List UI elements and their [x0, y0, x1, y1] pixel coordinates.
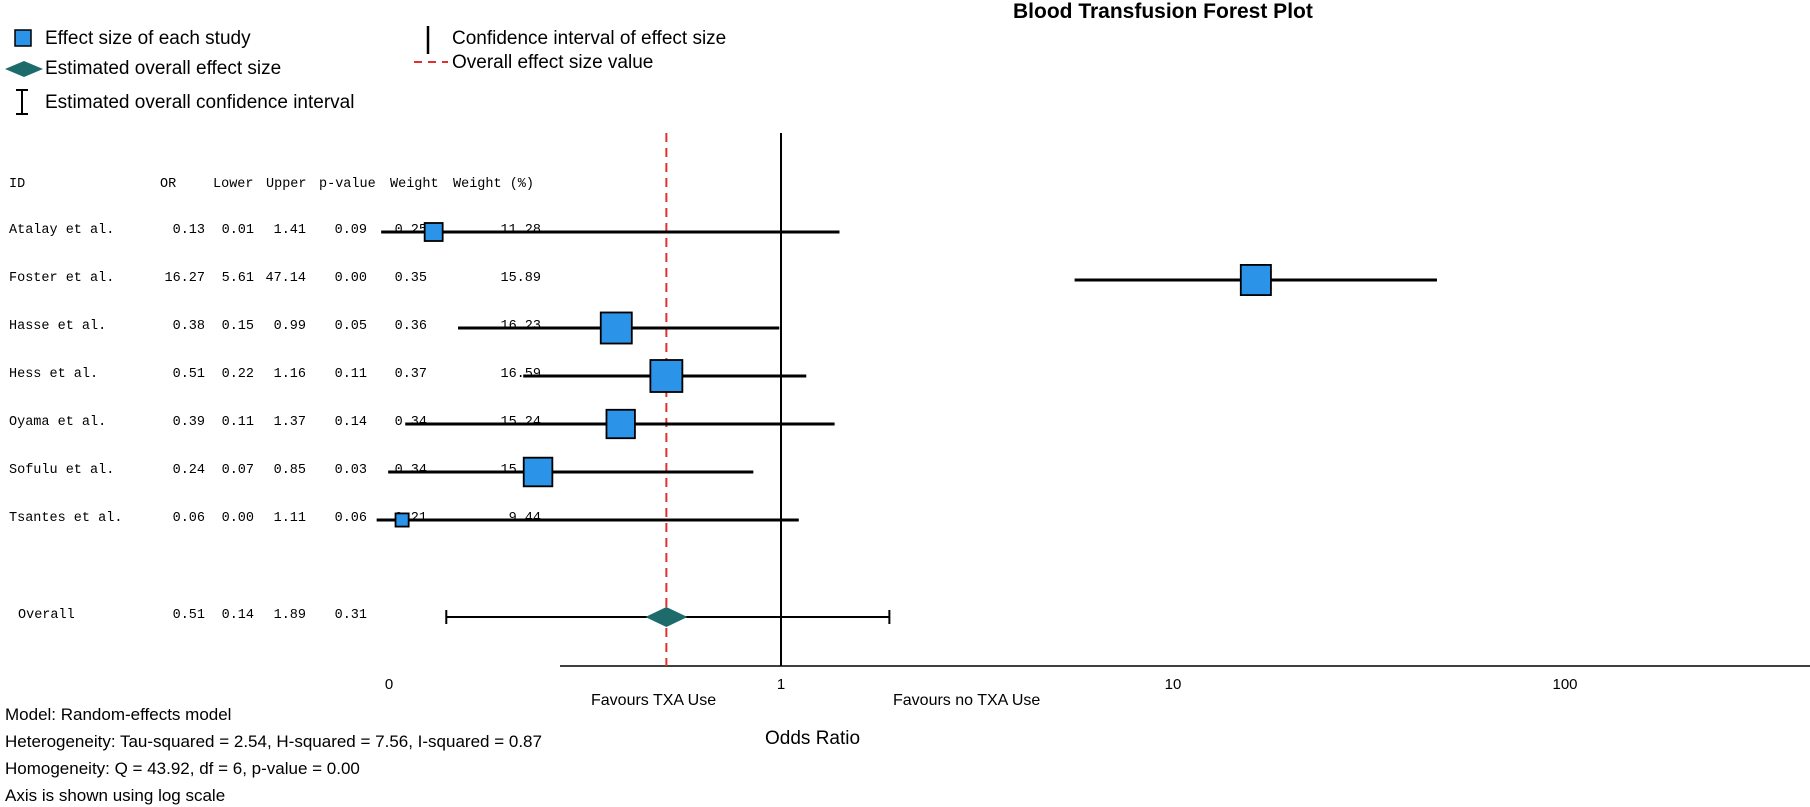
legend: Effect size of each study Estimated over…	[0, 0, 800, 120]
table-row-2-weight: 0.35	[394, 271, 427, 286]
table-row-5-upper: 1.37	[273, 415, 306, 430]
chart-title: Blood Transfusion Forest Plot	[1013, 0, 1313, 23]
table-row-2-or: 16.27	[164, 271, 205, 286]
overall-effect-diamond	[645, 607, 688, 627]
table-row-overall-id: Overall	[18, 608, 75, 623]
study-effect-box	[605, 408, 636, 440]
table-row-2-weight-pct: 15.89	[500, 271, 541, 286]
col-header-weight: Weight	[390, 177, 439, 192]
legend-overall-effect: Estimated overall effect size	[45, 58, 282, 79]
table-row-7-p: 0.06	[334, 511, 367, 526]
footnote-homogeneity: Homogeneity: Q = 43.92, df = 6, p-value …	[5, 759, 360, 778]
table-row-4-weight: 0.37	[394, 367, 427, 382]
col-header-upper: Upper	[266, 177, 307, 192]
legend-effect-size: Effect size of each study	[45, 28, 251, 49]
x-tick-label: 10	[1165, 676, 1182, 693]
table-row-overall-lower: 0.14	[221, 608, 254, 623]
overall-ci-bracket-icon	[16, 89, 28, 115]
footnote-model: Model: Random-effects model	[5, 705, 232, 724]
table-row-1-p: 0.09	[334, 223, 367, 238]
study-effect-box	[649, 359, 684, 393]
favours-left-label: Favours TXA Use	[591, 692, 717, 709]
legend-overall-ci: Estimated overall confidence interval	[45, 92, 355, 113]
footnote-heterogeneity: Heterogeneity: Tau-squared = 2.54, H-squ…	[5, 732, 542, 751]
table-row-4-or: 0.51	[172, 367, 205, 382]
table-row-overall-upper: 1.89	[273, 608, 306, 623]
table-row-4-id: Hess et al.	[9, 367, 99, 382]
effect-size-swatch-icon	[14, 29, 32, 47]
table-row-overall-or: 0.51	[172, 608, 205, 623]
x-tick-label: 1	[777, 676, 785, 693]
table-row-4-lower: 0.22	[221, 367, 254, 382]
study-effect-box	[1239, 264, 1272, 296]
table-row-5-id: Oyama et al.	[9, 415, 107, 430]
table-row-1-or: 0.13	[172, 223, 205, 238]
table-row-6-id: Sofulu et al.	[9, 463, 115, 478]
table-row-4-p: 0.11	[334, 367, 367, 382]
table-row-1-id: Atalay et al.	[9, 223, 115, 238]
study-effect-box	[522, 456, 554, 488]
overall-value-dash-icon	[414, 61, 448, 63]
study-effect-box	[423, 222, 444, 242]
col-header-or: OR	[160, 177, 177, 192]
study-effect-box	[394, 512, 410, 528]
table-row-6-upper: 0.85	[273, 463, 306, 478]
table-row-3-p: 0.05	[334, 319, 367, 334]
table-row-4-upper: 1.16	[273, 367, 306, 382]
footnote-log-scale: Axis is shown using log scale	[5, 786, 226, 805]
x-tick-label: 0	[385, 676, 393, 693]
legend-ci: Confidence interval of effect size	[452, 28, 727, 49]
table-row-5-or: 0.39	[172, 415, 205, 430]
col-header-weight-pct: Weight (%)	[453, 177, 535, 192]
table-row-1-upper: 1.41	[273, 223, 306, 238]
table-row-6-p: 0.03	[334, 463, 367, 478]
table-row-3-upper: 0.99	[273, 319, 306, 334]
table-row-3-or: 0.38	[172, 319, 205, 334]
table-row-7-lower: 0.00	[221, 511, 254, 526]
col-header-id: ID	[9, 177, 26, 192]
legend-overall-value: Overall effect size value	[452, 52, 654, 73]
favours-right-label: Favours no TXA Use	[893, 692, 1041, 709]
col-header-lower: Lower	[213, 177, 254, 192]
table-row-2-lower: 5.61	[221, 271, 254, 286]
table-row-6-or: 0.24	[172, 463, 205, 478]
x-tick-label: 100	[1552, 676, 1577, 693]
table-row-3-lower: 0.15	[221, 319, 254, 334]
table-row-overall-p: 0.31	[334, 608, 367, 623]
study-table: ID OR Lower Upper p-value Weight Weight …	[0, 170, 560, 630]
table-row-1-lower: 0.01	[221, 223, 254, 238]
table-row-5-lower: 0.11	[221, 415, 254, 430]
ci-line-icon	[426, 26, 430, 54]
table-row-2-p: 0.00	[334, 271, 367, 286]
study-effect-box	[599, 311, 633, 345]
table-row-2-id: Foster et al.	[9, 271, 115, 286]
table-row-5-p: 0.14	[334, 415, 367, 430]
table-row-4-weight-pct: 16.59	[500, 367, 541, 382]
overall-effect-diamond-icon	[5, 61, 43, 77]
table-row-3-id: Hasse et al.	[9, 319, 107, 334]
table-row-2-upper: 47.14	[265, 271, 306, 286]
table-row-3-weight: 0.36	[394, 319, 427, 334]
table-row-7-or: 0.06	[172, 511, 205, 526]
x-axis-label: Odds Ratio	[765, 728, 861, 749]
table-row-6-lower: 0.07	[221, 463, 254, 478]
table-row-7-id: Tsantes et al.	[9, 511, 123, 526]
col-header-p-value: p-value	[319, 177, 376, 192]
table-row-7-upper: 1.11	[273, 511, 306, 526]
